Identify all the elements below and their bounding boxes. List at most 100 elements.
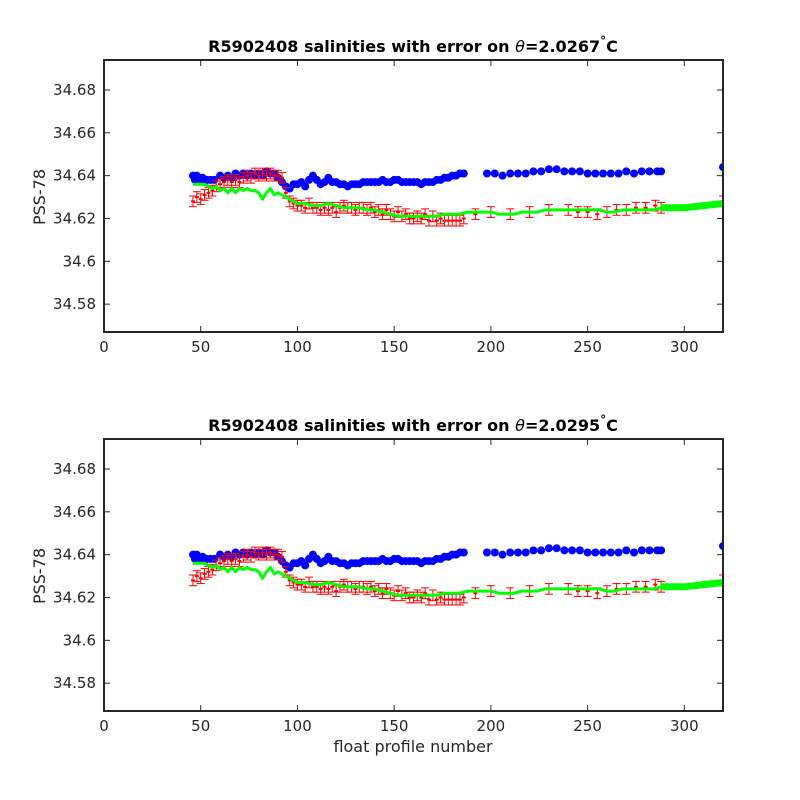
top-data-point (459, 169, 468, 178)
top-plot-area: 0 50 100 150 200 250 300 34.58 34.6 34.62 34.64 34.… (53, 59, 724, 356)
bottom-errorbar (247, 550, 256, 563)
top-data-point (606, 169, 615, 178)
top-marks (188, 163, 723, 227)
bottom-chart: R5902408 salinities with error on θ=2.02… (30, 413, 724, 756)
top-data-point (583, 169, 592, 178)
top-data-point (657, 167, 666, 176)
top-chart-ylabel: PSS-78 (30, 169, 49, 225)
top-data-point (301, 182, 310, 191)
bottom-data-point (506, 548, 515, 557)
bottom-data-point (599, 548, 608, 557)
bottom-series-green (193, 561, 723, 597)
top-errorbar (631, 201, 640, 214)
bottom-chart-ylabel: PSS-78 (30, 548, 49, 604)
bottom-data-point (537, 546, 546, 555)
bottom-data-point (583, 548, 592, 557)
top-green-line (193, 182, 723, 218)
top-ytick-label: 34.64 (53, 167, 96, 185)
top-data-point (521, 169, 530, 178)
bottom-errorbar (235, 555, 244, 567)
top-data-point (622, 167, 631, 176)
bottom-data-point (568, 546, 577, 555)
top-ytick-label: 34.66 (53, 124, 96, 142)
bottom-data-point (657, 546, 666, 555)
top-data-point (591, 169, 600, 178)
top-data-point (614, 169, 623, 178)
top-xtick-label: 0 (99, 338, 109, 356)
top-errorbar (196, 193, 205, 206)
bottom-data-point (529, 546, 538, 555)
top-errorbar (573, 206, 582, 218)
top-data-point (599, 169, 608, 178)
bottom-errorbar (370, 585, 379, 597)
top-chart: R5902408 salinities with error on θ=2.02… (30, 34, 724, 356)
bottom-data-point (575, 546, 584, 555)
top-errorbar (192, 191, 201, 203)
bottom-errorbar (188, 574, 197, 587)
top-data-point (529, 167, 538, 176)
bottom-data-point (483, 548, 492, 557)
bottom-xtick-label: 150 (380, 717, 409, 735)
bottom-green-line (193, 561, 723, 597)
top-data-point (568, 167, 577, 176)
bottom-errorbar (366, 580, 375, 593)
top-data-point (552, 165, 561, 174)
bottom-chart-title: R5902408 salinities with error on θ=2.02… (208, 413, 618, 435)
top-ytick-label: 34.58 (53, 295, 96, 313)
bottom-ytick-label: 34.6 (63, 631, 96, 649)
bottom-xtick-label: 100 (283, 717, 312, 735)
bottom-xtick-label: 0 (99, 717, 109, 735)
bottom-data-point (622, 546, 631, 555)
top-xtick-label: 250 (573, 338, 602, 356)
bottom-ytick-label: 34.62 (53, 588, 96, 606)
top-errorbar (641, 201, 650, 214)
top-xtick-label: 50 (191, 338, 210, 356)
bottom-data-point (614, 548, 623, 557)
bottom-data-point (591, 548, 600, 557)
bottom-data-point (498, 550, 507, 559)
top-ytick-label: 34.6 (63, 252, 96, 270)
bottom-errorbar (231, 553, 240, 565)
bottom-errorbar (196, 572, 205, 585)
bottom-errorbar (339, 578, 348, 591)
top-data-point (560, 167, 569, 176)
top-data-point (575, 167, 584, 176)
top-data-point (544, 165, 553, 174)
bottom-ytick-label: 34.64 (53, 546, 96, 564)
bottom-data-point (521, 548, 530, 557)
top-data-point (513, 169, 522, 178)
top-data-point (630, 169, 639, 178)
top-axes-box (103, 59, 724, 333)
top-data-point (645, 167, 654, 176)
bottom-data-point (544, 544, 553, 553)
bottom-data-point (513, 548, 522, 557)
bottom-errorbar (401, 587, 410, 600)
bottom-ytick-label: 34.68 (53, 460, 96, 478)
top-data-point (483, 169, 492, 178)
bottom-xtick-label: 250 (573, 717, 602, 735)
bottom-chart-xlabel: float profile number (333, 737, 493, 756)
bottom-plot-area: 0 50 100 150 200 250 300 34.58 34.6 34.62 34.64 34.… (53, 438, 724, 735)
bottom-xtick-label: 300 (670, 717, 699, 735)
top-errorbar (247, 171, 256, 184)
bottom-data-point (606, 548, 615, 557)
top-xtick-label: 300 (670, 338, 699, 356)
bottom-data-point (637, 546, 646, 555)
top-ytick-label: 34.62 (53, 209, 96, 227)
bottom-marks (188, 542, 723, 606)
top-data-point (537, 167, 546, 176)
bottom-errorbar (297, 578, 306, 591)
bottom-axes-box (103, 438, 724, 712)
top-series-blue (188, 163, 723, 193)
bottom-data-point (552, 544, 561, 553)
top-xtick-label: 100 (283, 338, 312, 356)
bottom-green-line-tail (661, 579, 723, 591)
top-series-green (193, 182, 723, 218)
top-data-point (490, 169, 499, 178)
top-green-line-tail (661, 200, 723, 212)
bottom-errorbar (277, 550, 286, 563)
bottom-data-point (459, 548, 468, 557)
bottom-errorbar (612, 583, 621, 595)
bottom-errorbar (382, 583, 391, 595)
